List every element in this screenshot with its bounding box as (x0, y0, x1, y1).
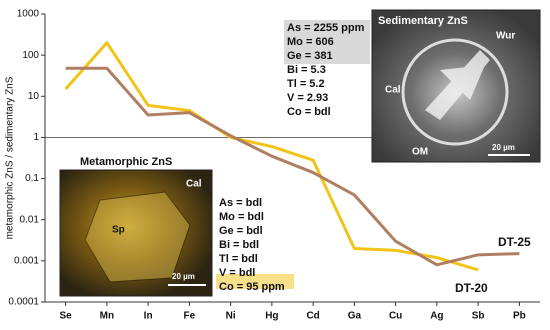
x-tick-label: Ni (226, 311, 236, 322)
series-label: DT-25 (498, 235, 531, 249)
composition-line: Ge = 381 (287, 50, 333, 62)
x-tick-label: Cu (389, 311, 402, 322)
y-tick-label: 100 (22, 50, 39, 61)
composition-line: Bi = 5.3 (287, 64, 326, 76)
composition-line: Ge = bdl (219, 225, 263, 237)
composition-line: Co = 95 ppm (219, 281, 285, 293)
inset-title: Metamorphic ZnS (80, 156, 172, 168)
insets (59, 9, 541, 297)
highlight (284, 20, 370, 64)
y-tick-label: 1000 (17, 9, 40, 20)
y-axis-title: metamorphic ZnS / sedimentary ZnS (5, 76, 16, 239)
inset-label: Wur (496, 31, 515, 42)
composition-line: Mo = 606 (287, 36, 334, 48)
x-tick-label: Se (60, 311, 73, 322)
image-detail (84, 191, 191, 283)
composition-line: Tl = bdl (219, 253, 258, 265)
x-tick-label: Cd (306, 311, 319, 322)
composition-line: Mo = bdl (219, 211, 264, 223)
y-tick-label: 0.01 (20, 214, 40, 225)
series-line (64, 41, 479, 272)
y-tick-label: 0.0001 (8, 297, 39, 308)
image-detail (401, 38, 509, 146)
image-detail (425, 50, 490, 120)
composition-line: As = 2255 ppm (287, 22, 365, 34)
series-line (65, 66, 520, 267)
composition-line: As = bdl (219, 197, 262, 209)
inset-label: Cal (186, 179, 202, 190)
x-tick-label: Sb (472, 311, 485, 322)
y-tick-label: 1 (33, 132, 39, 143)
composition-line: Co = bdl (287, 106, 331, 118)
y-tick-label: 0.001 (14, 255, 39, 266)
inset-label: Cal (385, 85, 401, 96)
composition-line: V = bdl (219, 267, 255, 279)
series-label: DT-20 (455, 281, 488, 295)
inset-label: Sp (112, 225, 125, 236)
composition-line: Tl = 5.2 (287, 78, 325, 90)
scale-bar-label: 20 µm (492, 143, 515, 152)
highlight (216, 274, 294, 289)
y-tick-label: 0.1 (25, 173, 39, 184)
x-tick-label: In (144, 311, 153, 322)
inset-title: Sedimentary ZnS (378, 15, 468, 27)
x-tick-label: Mn (100, 311, 114, 322)
x-tick-label: Ag (430, 311, 443, 322)
scale-bar-label: 20 µm (172, 272, 195, 281)
composition-line: Bi = bdl (219, 239, 259, 251)
inset-label: OM (412, 147, 428, 158)
x-tick-label: Ga (348, 311, 362, 322)
composition-line: V = 2.93 (287, 92, 328, 104)
y-tick-label: 10 (28, 91, 40, 102)
x-tick-label: Hg (265, 311, 278, 322)
x-tick-label: Fe (184, 311, 196, 322)
x-tick-label: Pb (513, 311, 526, 322)
